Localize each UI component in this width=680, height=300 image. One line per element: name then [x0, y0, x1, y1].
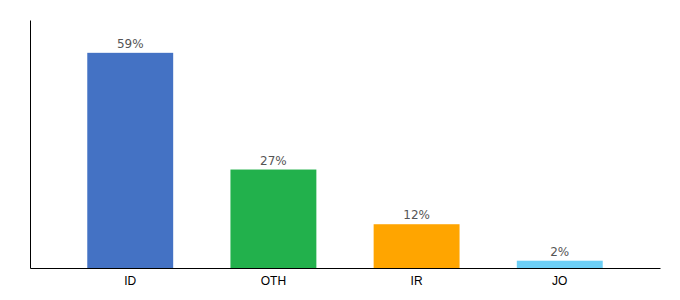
x-tick: OTH	[261, 274, 286, 288]
data-label: 27%	[260, 154, 287, 168]
x-axis-line	[31, 268, 661, 269]
x-tick: JO	[552, 274, 567, 288]
data-label: 59%	[117, 37, 144, 51]
bar	[230, 170, 316, 268]
x-tick-label: IR	[411, 274, 423, 288]
plot: ID OTH IR JO 59% 27% 12% 2%	[31, 21, 661, 288]
x-tick: ID	[124, 274, 136, 288]
data-label: 2%	[550, 245, 569, 259]
chart: ID OTH IR JO 59% 27% 12% 2%	[0, 0, 680, 300]
bar	[517, 261, 603, 268]
x-axis: ID OTH IR JO	[31, 269, 661, 288]
x-tick-label: OTH	[261, 274, 286, 288]
data-labels: 59% 27% 12% 2%	[117, 37, 569, 259]
data-label: 12%	[403, 208, 430, 222]
bar	[87, 53, 173, 268]
y-axis-line	[30, 21, 31, 269]
x-tick-label: ID	[124, 274, 136, 288]
bar	[374, 224, 460, 268]
x-tick-label: JO	[552, 274, 567, 288]
bars	[87, 53, 602, 268]
y-axis	[30, 21, 31, 269]
x-tick: IR	[411, 274, 423, 288]
